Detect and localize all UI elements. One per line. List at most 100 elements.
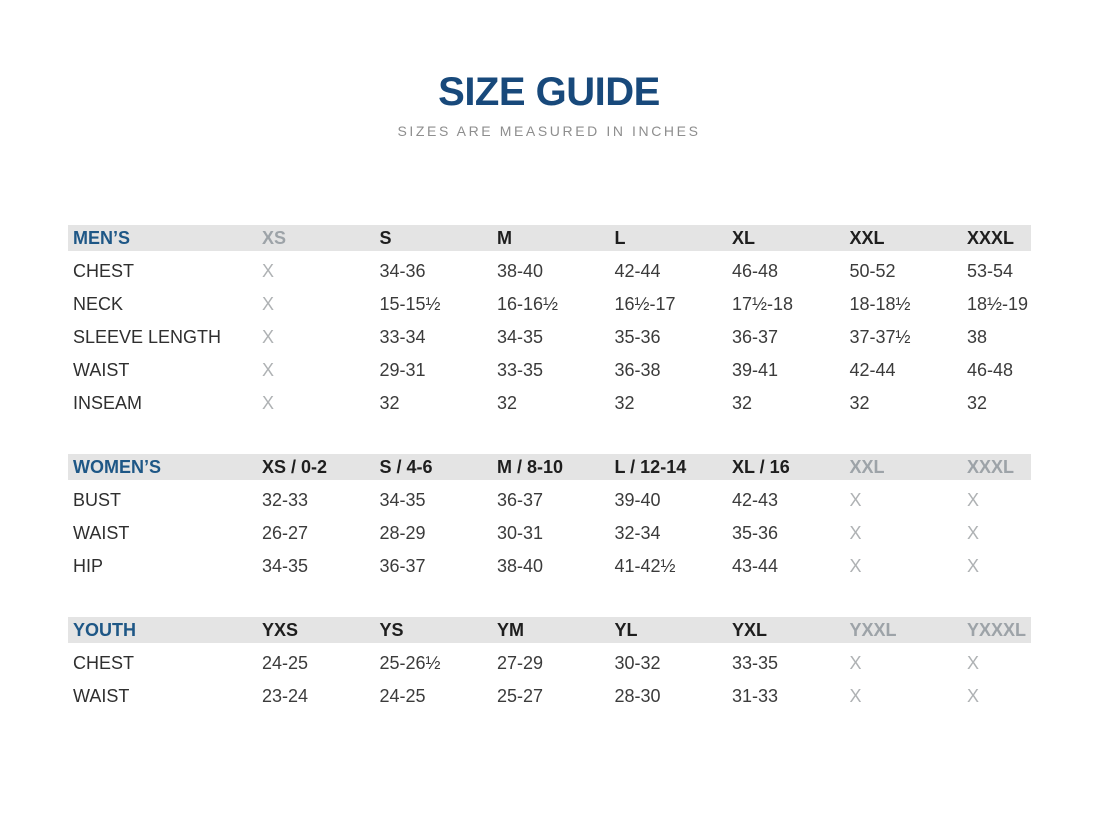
size-cell: 41-42½ xyxy=(614,555,676,576)
size-cell: X xyxy=(967,685,980,706)
size-cell: 35-36 xyxy=(732,522,779,543)
size-cell: X xyxy=(262,392,275,413)
size-cell: 35-36 xyxy=(614,326,661,347)
column-header-s: S xyxy=(379,228,392,248)
row-label: NECK xyxy=(73,293,124,314)
size-cell: X xyxy=(849,522,862,543)
size-cell: 42-44 xyxy=(849,359,896,380)
column-header-xl-16: XL / 16 xyxy=(732,457,790,477)
size-cell: 32-34 xyxy=(614,522,661,543)
column-header-xxl: XXL xyxy=(849,228,885,248)
table-row-hip: HIP 34-35 36-37 38-40 41-42½ 43-44 X X xyxy=(68,549,1031,582)
size-cell: 42-44 xyxy=(614,260,661,281)
size-cell: 16½-17 xyxy=(614,293,676,314)
size-cell: 50-52 xyxy=(849,260,896,281)
size-cell: 32 xyxy=(967,392,988,413)
row-label: INSEAM xyxy=(73,392,143,413)
size-cell: 17½-18 xyxy=(732,293,794,314)
size-cell: 23-24 xyxy=(262,685,309,706)
size-cell: 18½-19 xyxy=(967,293,1029,314)
womens-rows: BUST 32-33 34-35 36-37 39-40 42-43 X X W… xyxy=(68,480,1031,582)
table-row-waist: WAIST 23-24 24-25 25-27 28-30 31-33 X X xyxy=(68,679,1031,712)
size-cell: 43-44 xyxy=(732,555,779,576)
size-cell: 36-37 xyxy=(379,555,426,576)
mens-section-title: MEN’S xyxy=(73,228,131,248)
column-header-yl: YL xyxy=(614,620,638,640)
size-cell: X xyxy=(262,260,275,281)
size-cell: 33-35 xyxy=(732,652,779,673)
size-cell: 28-30 xyxy=(614,685,661,706)
size-cell: 37-37½ xyxy=(849,326,911,347)
size-cell: 16-16½ xyxy=(497,293,559,314)
size-cell: 34-35 xyxy=(497,326,544,347)
table-row-sleeve-length: SLEEVE LENGTH X 33-34 34-35 35-36 36-37 … xyxy=(68,320,1031,353)
size-cell: 24-25 xyxy=(262,652,309,673)
youth-rows: CHEST 24-25 25-26½ 27-29 30-32 33-35 X X… xyxy=(68,643,1031,712)
size-cell: 34-36 xyxy=(379,260,426,281)
row-label: CHEST xyxy=(73,652,135,673)
page-title: SIZE GUIDE xyxy=(438,70,660,114)
youth-section-title: YOUTH xyxy=(73,620,136,640)
table-row-waist: WAIST 26-27 28-29 30-31 32-34 35-36 X X xyxy=(68,516,1031,549)
size-cell: 18-18½ xyxy=(849,293,911,314)
row-label: CHEST xyxy=(73,260,135,281)
table-row-waist: WAIST X 29-31 33-35 36-38 39-41 42-44 46… xyxy=(68,353,1031,386)
table-row-inseam: INSEAM X 32 32 32 32 32 32 xyxy=(68,386,1031,419)
row-label: WAIST xyxy=(73,685,130,706)
column-header-m: M xyxy=(497,228,512,248)
column-header-m-8-10: M / 8-10 xyxy=(497,457,564,477)
size-cell: X xyxy=(262,293,275,314)
size-cell: 26-27 xyxy=(262,522,309,543)
column-header-l-12-14: L / 12-14 xyxy=(614,457,687,477)
size-cell: 34-35 xyxy=(262,555,309,576)
size-cell: 33-35 xyxy=(497,359,544,380)
size-cell: 53-54 xyxy=(967,260,1014,281)
column-header-l: L xyxy=(614,228,626,248)
row-label: BUST xyxy=(73,489,122,510)
size-cell: 32 xyxy=(497,392,518,413)
size-cell: X xyxy=(262,326,275,347)
mens-header-row: MEN’S XS S M L XL XXL XXXL xyxy=(68,225,1031,251)
size-cell: X xyxy=(849,555,862,576)
size-cell: 36-37 xyxy=(497,489,544,510)
size-cell: 33-34 xyxy=(379,326,426,347)
size-cell: X xyxy=(262,359,275,380)
size-cell: 39-40 xyxy=(614,489,661,510)
table-row-bust: BUST 32-33 34-35 36-37 39-40 42-43 X X xyxy=(68,483,1031,516)
size-cell: 38 xyxy=(967,326,988,347)
size-cell: 38-40 xyxy=(497,555,544,576)
table-row-chest: CHEST X 34-36 38-40 42-44 46-48 50-52 53… xyxy=(68,254,1031,287)
column-header-xs-0-2: XS / 0-2 xyxy=(262,457,328,477)
size-cell: 36-38 xyxy=(614,359,661,380)
size-cell: X xyxy=(967,652,980,673)
column-header-ym: YM xyxy=(497,620,524,640)
column-header-xxl: XXL xyxy=(849,457,885,477)
row-label: WAIST xyxy=(73,522,130,543)
column-header-xxxl: XXXL xyxy=(967,457,1015,477)
size-cell: X xyxy=(967,522,980,543)
youth-size-table: YOUTH YXS YS YM YL YXL YXXL YXXXL CHEST … xyxy=(68,617,1031,712)
womens-size-table: WOMEN’S XS / 0-2 S / 4-6 M / 8-10 L / 12… xyxy=(68,454,1031,582)
size-cell: 28-29 xyxy=(379,522,426,543)
size-cell: 36-37 xyxy=(732,326,779,347)
size-cell: X xyxy=(967,555,980,576)
column-header-yxxl: YXXL xyxy=(849,620,897,640)
column-header-s-4-6: S / 4-6 xyxy=(379,457,433,477)
size-cell: 31-33 xyxy=(732,685,779,706)
row-label: SLEEVE LENGTH xyxy=(73,326,222,347)
size-cell: X xyxy=(849,489,862,510)
size-cell: 42-43 xyxy=(732,489,779,510)
size-cell: 29-31 xyxy=(379,359,426,380)
mens-size-table: MEN’S XS S M L XL XXL XXXL CHEST X 34-36… xyxy=(68,225,1031,419)
womens-header-row: WOMEN’S XS / 0-2 S / 4-6 M / 8-10 L / 12… xyxy=(68,454,1031,480)
size-cell: 38-40 xyxy=(497,260,544,281)
column-header-xl: XL xyxy=(732,228,756,248)
size-cell: 32 xyxy=(732,392,753,413)
size-cell: 25-27 xyxy=(497,685,544,706)
row-label: HIP xyxy=(73,555,104,576)
size-cell: 25-26½ xyxy=(379,652,441,673)
size-cell: 39-41 xyxy=(732,359,779,380)
youth-header-row: YOUTH YXS YS YM YL YXL YXXL YXXXL xyxy=(68,617,1031,643)
size-cell: 32 xyxy=(849,392,870,413)
